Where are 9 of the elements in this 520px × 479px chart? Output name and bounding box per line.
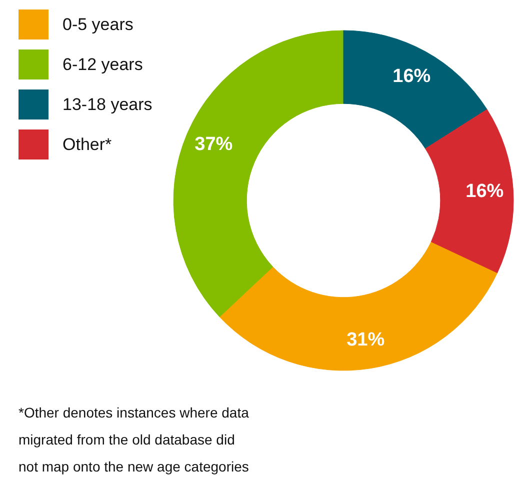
- data-label: 37%: [194, 134, 233, 155]
- text: *Other denotes instances where data migrated from the old database did not map onto the new age categories: [18, 404, 250, 474]
- data-label: 16%: [466, 181, 504, 202]
- data-label: 31%: [346, 330, 385, 351]
- legend-label: 13-18 years: [62, 95, 152, 114]
- data-label: 16%: [392, 66, 431, 88]
- legend-label: 6-12 years: [62, 55, 143, 74]
- legend-label: Other*: [62, 135, 112, 154]
- legend-label: 0-5 years: [62, 15, 134, 34]
